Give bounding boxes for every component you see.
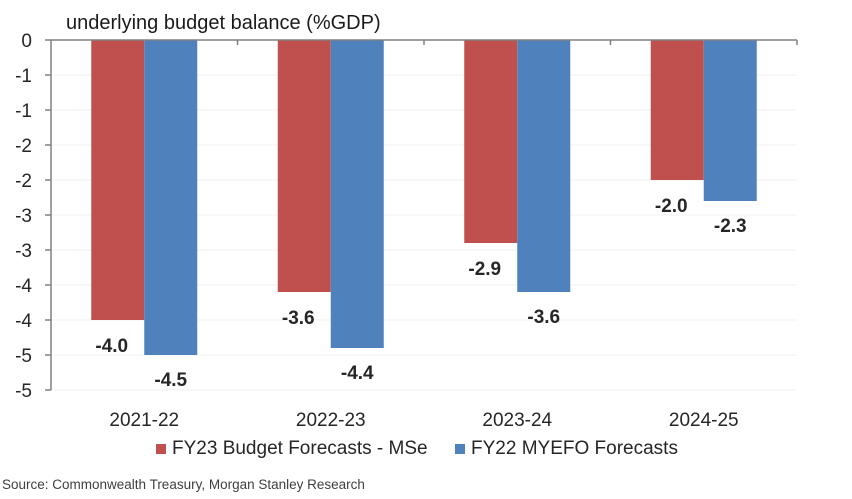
bar-fy22-myefo-2022-23 — [330, 40, 384, 348]
legend-item-fy23-budget: FY23 Budget Forecasts - MSe — [156, 438, 428, 460]
y-tick-label: -3 — [15, 241, 32, 262]
legend-label: FY22 MYEFO Forecasts — [471, 438, 678, 459]
x-tick-labels: 2021-22 2022-23 2023-24 2024-25 — [109, 410, 738, 431]
x-tick-label: 2024-25 — [669, 410, 739, 431]
data-label: -4.4 — [341, 363, 374, 384]
x-tick-label: 2021-22 — [109, 410, 179, 431]
y-tick-label: -4 — [15, 276, 32, 297]
y-tick-label: -1 — [15, 101, 32, 122]
bar-fy23-budget-2024-25 — [650, 40, 704, 180]
bar-fy22-myefo-2023-24 — [517, 40, 571, 292]
y-tick-label: -5 — [15, 346, 32, 367]
legend-label: FY23 Budget Forecasts - MSe — [172, 438, 428, 459]
y-tick-label: -3 — [15, 206, 32, 227]
data-label: -2.0 — [655, 196, 688, 217]
x-tick-label: 2023-24 — [482, 410, 552, 431]
bar-fy22-myefo-2021-22 — [144, 40, 198, 355]
chart-title: underlying budget balance (%GDP) — [66, 12, 381, 34]
x-tick-label: 2022-23 — [296, 410, 366, 431]
data-label: -4.5 — [154, 370, 187, 391]
y-tick-label: -2 — [15, 171, 32, 192]
data-label: -4.0 — [95, 336, 128, 357]
data-labels: -4.0 -4.5 -3.6 -4.4 -2.9 -3.6 -2.0 -2.3 — [95, 196, 746, 391]
data-label: -3.6 — [527, 307, 560, 328]
data-label: -2.3 — [714, 216, 747, 237]
bar-fy23-budget-2022-23 — [277, 40, 331, 292]
legend-item-fy22-myefo: FY22 MYEFO Forecasts — [455, 438, 678, 460]
data-label: -2.9 — [468, 259, 501, 280]
bars — [91, 40, 757, 355]
source-note: Source: Commonwealth Treasury, Morgan St… — [2, 477, 365, 492]
y-tick-labels: 0 -1 -1 -2 -2 -3 -3 -4 -4 -5 -5 — [15, 31, 32, 402]
legend-swatch-red — [156, 444, 166, 454]
bar-fy23-budget-2021-22 — [91, 40, 145, 320]
bar-fy23-budget-2023-24 — [464, 40, 518, 243]
y-tick-label: -1 — [15, 66, 32, 87]
y-tick-label: -4 — [15, 311, 32, 332]
y-tick-label: 0 — [21, 31, 32, 52]
legend: FY23 Budget Forecasts - MSe FY22 MYEFO F… — [0, 438, 852, 462]
bar-fy22-myefo-2024-25 — [703, 40, 757, 201]
axes — [45, 39, 798, 391]
legend-swatch-blue — [455, 444, 465, 454]
y-tick-label: -2 — [15, 136, 32, 157]
data-label: -3.6 — [282, 308, 315, 329]
y-tick-label: -5 — [15, 381, 32, 402]
